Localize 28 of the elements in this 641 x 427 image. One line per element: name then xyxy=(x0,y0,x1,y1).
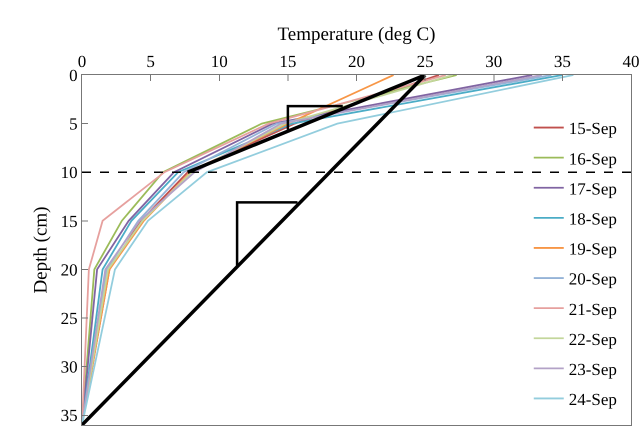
x-tick-label: 10 xyxy=(210,52,228,72)
y-tick-label: 10 xyxy=(60,163,78,182)
x-tick-label: 30 xyxy=(485,52,502,72)
x-axis-title: Temperature (deg C) xyxy=(278,24,436,46)
legend-label: 16-Sep xyxy=(568,149,617,168)
legend-label: 15-Sep xyxy=(568,119,617,138)
legend-label: 21-Sep xyxy=(568,300,617,319)
y-tick-label: 35 xyxy=(60,406,78,426)
x-tick-label: 5 xyxy=(146,52,155,72)
y-tick-label: 15 xyxy=(60,212,78,231)
y-axis-title: Depth (cm) xyxy=(30,206,52,294)
y-tick-label: 30 xyxy=(60,358,78,377)
legend-label: 20-Sep xyxy=(568,270,617,289)
x-tick-label: 15 xyxy=(279,52,296,72)
legend-label: 23-Sep xyxy=(568,360,617,379)
legend-label: 19-Sep xyxy=(568,240,617,259)
x-tick-label: 40 xyxy=(622,52,640,72)
legend-label: 18-Sep xyxy=(568,209,617,228)
x-tick-label: 25 xyxy=(416,52,434,72)
y-tick-label: 0 xyxy=(69,66,78,85)
x-tick-label: 20 xyxy=(348,52,365,72)
y-tick-label: 5 xyxy=(69,114,78,134)
y-tick-label: 20 xyxy=(60,260,78,280)
y-tick-label: 25 xyxy=(60,309,78,328)
legend-label: 22-Sep xyxy=(568,330,617,349)
x-tick-label: 35 xyxy=(554,52,571,72)
legend-label: 24-Sep xyxy=(568,390,617,410)
legend-label: 17-Sep xyxy=(568,179,617,198)
